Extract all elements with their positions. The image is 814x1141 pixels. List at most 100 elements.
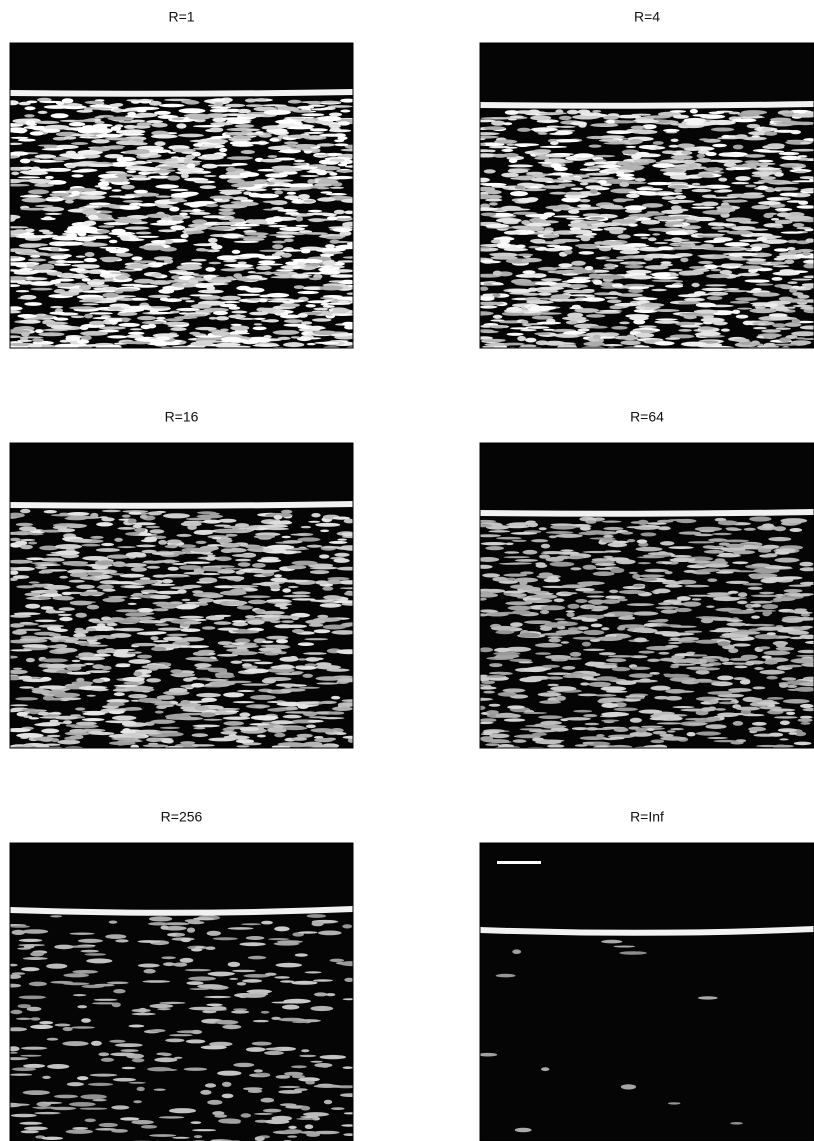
speckle	[288, 135, 311, 139]
speckle	[122, 318, 130, 323]
speckle	[692, 598, 702, 600]
speckle	[747, 279, 770, 282]
speckle	[580, 112, 601, 116]
speckle	[191, 304, 212, 309]
speckle	[268, 155, 278, 158]
speckle	[186, 645, 210, 648]
speckle	[690, 109, 698, 114]
speckle	[270, 584, 281, 589]
speckle	[228, 601, 248, 605]
speckle	[696, 670, 710, 675]
speckle	[124, 125, 137, 129]
speckle	[267, 182, 275, 185]
speckle	[63, 1027, 73, 1031]
speckle	[276, 235, 295, 238]
speckle	[780, 269, 795, 273]
speckle	[564, 317, 583, 321]
speckle	[205, 267, 215, 272]
speckle	[642, 203, 663, 208]
speckle	[144, 969, 156, 974]
speckle	[220, 296, 240, 301]
speckle	[506, 144, 515, 146]
speckle	[242, 683, 270, 685]
speckle	[98, 225, 114, 228]
speckle	[621, 532, 633, 535]
speckle	[10, 538, 21, 541]
speckle	[558, 126, 576, 128]
speckle	[204, 996, 231, 998]
speckle	[510, 327, 529, 329]
speckle	[20, 545, 33, 550]
speckle	[611, 326, 627, 330]
speckle	[30, 131, 44, 135]
speckle	[633, 159, 649, 162]
speckle	[109, 1040, 125, 1043]
speckle	[231, 1010, 249, 1013]
speckle	[142, 980, 170, 983]
speckle	[697, 174, 714, 178]
speckle	[607, 347, 615, 351]
speckle	[653, 141, 664, 145]
speckle	[29, 982, 47, 987]
speckle	[538, 715, 562, 719]
speckle	[45, 176, 54, 179]
speckle	[717, 208, 736, 212]
speckle	[291, 336, 300, 338]
speckle	[758, 150, 785, 152]
speckle	[28, 259, 46, 262]
speckle	[472, 275, 490, 277]
speckle	[168, 567, 179, 571]
speckle	[101, 543, 114, 546]
speckle	[644, 623, 658, 627]
speckle	[770, 262, 786, 265]
speckle	[601, 703, 618, 708]
speckle	[287, 565, 307, 569]
speckle	[274, 733, 285, 737]
speckle	[193, 652, 209, 656]
speckle	[801, 626, 814, 629]
speckle	[123, 733, 146, 736]
speckle	[172, 118, 185, 121]
speckle	[66, 724, 80, 727]
speckle	[639, 710, 663, 714]
speckle	[270, 690, 282, 693]
speckle	[607, 557, 629, 561]
speckle	[671, 139, 679, 142]
speckle	[514, 578, 538, 583]
speckle	[138, 964, 160, 968]
speckle	[3, 184, 30, 187]
speckle	[289, 184, 300, 187]
speckle	[70, 601, 92, 606]
speckle	[489, 202, 498, 205]
speckle	[718, 641, 730, 646]
speckle	[594, 161, 619, 164]
speckle	[250, 570, 276, 574]
speckle	[511, 532, 538, 535]
speckle	[651, 686, 671, 691]
speckle	[34, 564, 61, 566]
speckle	[11, 137, 29, 139]
speckle	[159, 104, 185, 107]
speckle	[225, 260, 237, 262]
speckle	[47, 349, 61, 352]
speckle	[223, 717, 251, 720]
speckle	[180, 958, 194, 963]
speckle	[751, 604, 761, 608]
speckle	[738, 592, 747, 597]
speckle	[787, 281, 797, 284]
speckle	[694, 572, 711, 574]
speckle	[635, 178, 646, 182]
speckle	[331, 696, 340, 700]
speckle	[493, 652, 520, 655]
speckle	[169, 688, 188, 693]
speckle	[478, 1053, 497, 1057]
speckle	[791, 340, 811, 345]
speckle	[227, 179, 245, 184]
speckle	[582, 642, 591, 647]
speckle	[569, 294, 592, 296]
speckle	[264, 110, 291, 115]
speckle	[71, 127, 96, 131]
speckle	[3, 226, 28, 228]
speckle	[115, 1043, 143, 1047]
speckle	[589, 273, 600, 277]
